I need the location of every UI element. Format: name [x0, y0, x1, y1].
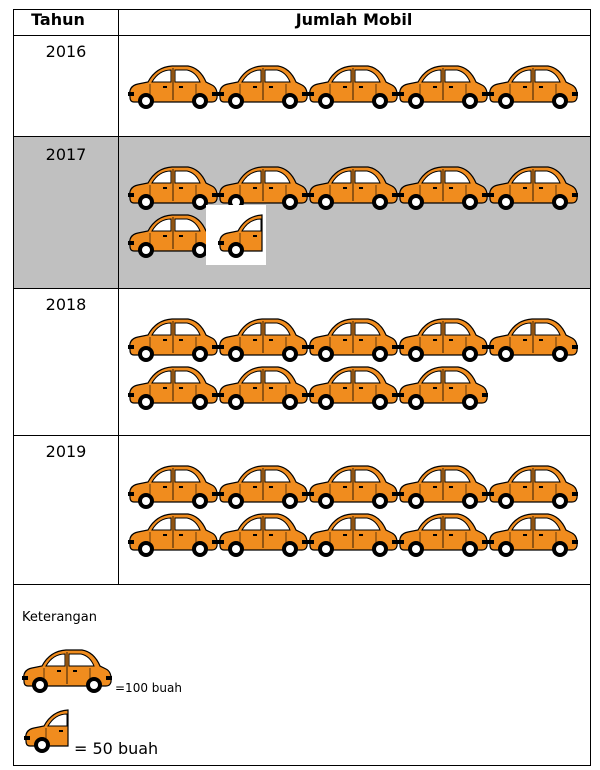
legend-full-label: =100 buah: [115, 681, 182, 695]
legend-half-label: = 50 buah: [74, 739, 158, 758]
row-background: [14, 137, 590, 288]
year-label: 2019: [46, 442, 87, 461]
row-background: [14, 289, 590, 435]
header-car-count: Jumlah Mobil: [295, 10, 413, 29]
car-icons: [127, 65, 579, 558]
legend-half-car-icon: [23, 709, 69, 754]
year-label: 2018: [46, 295, 87, 314]
table-grid: [13, 9, 591, 766]
legend-car-icon: [21, 649, 113, 694]
year-label: 2016: [46, 42, 87, 61]
row-backgrounds: [14, 36, 590, 584]
year-label: 2017: [46, 145, 87, 164]
legend-title: Keterangan: [22, 610, 97, 625]
row-background: [14, 436, 590, 584]
header-year: Tahun: [31, 10, 85, 29]
